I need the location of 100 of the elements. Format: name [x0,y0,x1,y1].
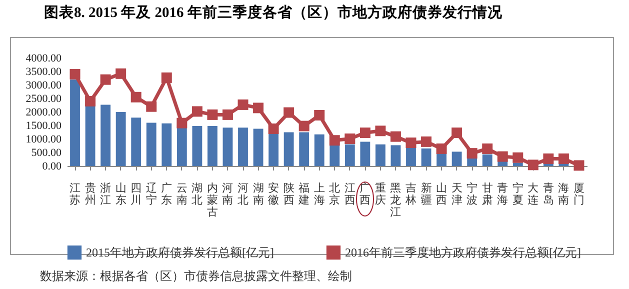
x-tick-label: 辽宁 [146,182,157,206]
x-tick-label: 江西 [344,182,356,206]
legend-label: 2016年前三季度地方政府债券发行总额[亿元] [345,246,581,260]
point [70,68,80,80]
x-tick-label: 吉林 [404,182,416,206]
point [298,120,310,132]
point [85,96,96,106]
x-tick-label: 云南 [176,182,188,206]
point [207,109,218,120]
bar [253,128,264,166]
bar [208,126,218,166]
x-tick-label: 宁夏 [512,182,524,206]
x-tick-label: 重庆 [374,182,386,206]
x-tick-label: 山西 [436,182,448,206]
x-tick-label: 山东 [115,182,126,206]
bar [406,148,416,166]
point [574,160,584,171]
x-tick-label: 四川 [130,182,142,206]
point [528,160,538,170]
point [268,123,279,134]
x-tick-label: 黑龙江 [390,182,402,218]
point [452,128,462,138]
point [558,153,569,164]
y-tick-label: 3500.00 [26,66,62,78]
point [512,152,524,163]
x-tick-label: 湖南 [252,182,264,206]
x-tick-label: 青海 [497,182,508,206]
bar [421,148,432,166]
point [360,128,370,138]
x-tick-label: 甘肃 [482,182,493,206]
point [100,74,111,85]
x-tick-label: 宁波 [466,182,478,206]
point [344,133,356,144]
point [314,110,325,120]
bar [238,128,248,166]
bar [330,144,340,166]
y-tick-label: 1000.00 [26,134,62,146]
x-tick-label: 福建 [298,182,310,206]
x-tick-label: 海南 [558,182,570,206]
x-tick-label: 广西 [360,182,371,206]
bar [146,122,156,166]
point [130,92,142,102]
point [238,99,248,110]
x-tick-label: 安徽 [268,182,280,206]
bar [100,104,111,166]
bar [375,144,386,166]
bar [314,134,324,166]
point [116,68,126,79]
bar [452,152,462,166]
y-tick-label: 2000.00 [26,106,62,118]
point [436,143,447,154]
point [192,106,202,117]
x-tick-label: 江苏 [70,182,81,206]
bar [85,104,96,166]
x-tick-label: 内蒙古 [206,182,218,218]
point [222,109,233,120]
x-tick-label: 上海 [314,182,325,206]
y-tick-label: 3000.00 [26,80,62,92]
x-tick-label: 北京 [329,182,340,206]
bar [162,123,172,166]
x-tick-label: 广东 [161,182,172,206]
bar [116,112,126,166]
bar [131,118,142,166]
point [284,107,294,118]
y-tick-label: 0.00 [42,160,62,172]
x-tick-label: 大连 [528,182,539,206]
bar [70,80,80,166]
point [329,135,340,146]
bar [299,132,310,166]
legend-label: 2015年地方政府债券发行总额[亿元] [86,246,274,260]
point [161,72,172,83]
bar [192,126,202,166]
bar [268,134,279,166]
x-tick-label: 河南 [222,182,234,206]
bar [222,128,233,166]
chart-title: 图表8. 2015 年及 2016 年前三季度各省（区）市地方政府债券发行情况 [44,3,502,22]
point [375,126,386,136]
y-tick-label: 1500.00 [26,120,62,132]
point [421,136,432,147]
x-tick-label: 厦门 [573,182,584,206]
point [497,151,508,162]
x-tick-label: 青岛 [542,182,554,206]
bar [344,144,355,166]
x-tick-label: 新疆 [420,182,432,206]
x-tick-label: 河北 [238,182,249,206]
x-tick-label: 贵州 [84,182,96,206]
bar [176,126,187,166]
bar [284,132,294,166]
y-tick-label: 4000.00 [26,52,62,64]
source-note: 数据来源：根据各省（区）市债券信息披露文件整理、绘制 [40,268,352,285]
bar [390,145,401,166]
y-tick-label: 2500.00 [26,93,62,105]
point [482,143,493,154]
bar [482,154,492,166]
point [543,153,554,164]
x-tick-label: 浙江 [100,182,112,206]
point [466,148,478,159]
x-tick-label: 湖北 [192,182,203,206]
y-tick-label: 500.00 [31,147,62,159]
point [406,138,416,148]
